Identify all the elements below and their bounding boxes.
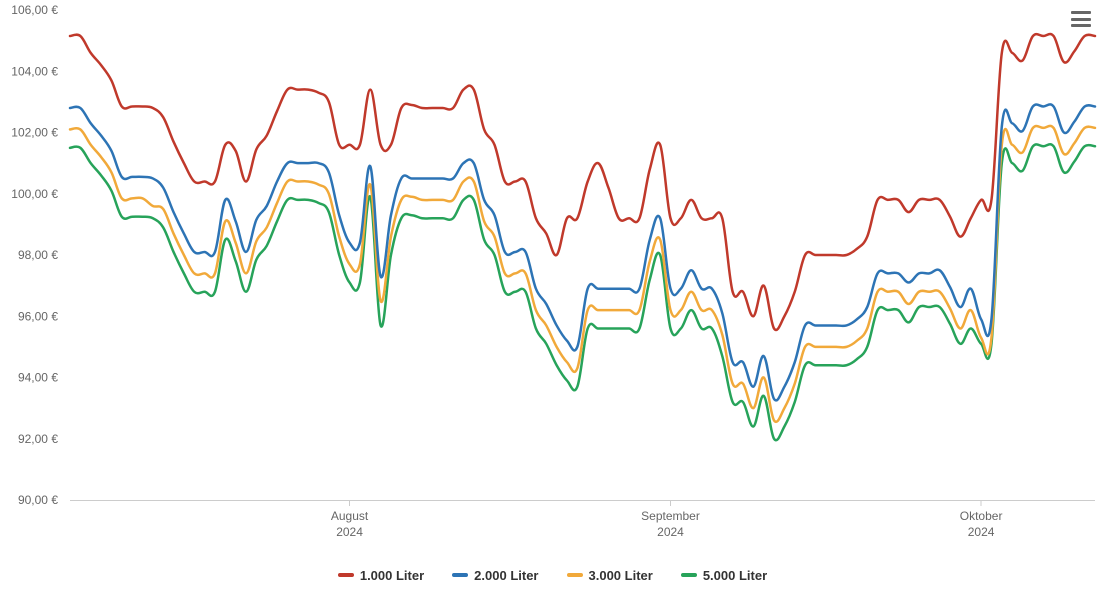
legend-swatch bbox=[681, 573, 697, 577]
x-tick-label: September bbox=[641, 509, 700, 523]
legend-item[interactable]: 2.000 Liter bbox=[452, 568, 538, 583]
y-tick-label: 102,00 € bbox=[11, 126, 58, 140]
y-tick-label: 94,00 € bbox=[18, 371, 58, 385]
hamburger-icon bbox=[1071, 11, 1091, 14]
x-tick-sublabel: 2024 bbox=[336, 525, 363, 539]
price-chart: 90,00 € 92,00 € 94,00 € 96,00 € 98,00 € 100,0… bbox=[0, 0, 1105, 603]
legend-item[interactable]: 5.000 Liter bbox=[681, 568, 767, 583]
legend-label: 2.000 Liter bbox=[474, 568, 538, 583]
chart-menu-button[interactable] bbox=[1069, 8, 1093, 30]
series-line[interactable] bbox=[70, 126, 1095, 422]
y-tick-label: 98,00 € bbox=[18, 248, 58, 262]
y-tick-label: 104,00 € bbox=[11, 64, 58, 78]
legend-swatch bbox=[567, 573, 583, 577]
x-tick-label: August bbox=[331, 509, 369, 523]
chart-canvas: 90,00 € 92,00 € 94,00 € 96,00 € 98,00 € 100,0… bbox=[0, 0, 1105, 603]
legend-item[interactable]: 3.000 Liter bbox=[567, 568, 653, 583]
series-line[interactable] bbox=[70, 34, 1095, 330]
x-tick-sublabel: 2024 bbox=[968, 525, 995, 539]
x-tick-sublabel: 2024 bbox=[657, 525, 684, 539]
legend-label: 3.000 Liter bbox=[589, 568, 653, 583]
y-tick-label: 100,00 € bbox=[11, 187, 58, 201]
legend-item[interactable]: 1.000 Liter bbox=[338, 568, 424, 583]
x-tick-label: Oktober bbox=[960, 509, 1003, 523]
legend-label: 1.000 Liter bbox=[360, 568, 424, 583]
y-tick-label: 96,00 € bbox=[18, 309, 58, 323]
y-tick-label: 90,00 € bbox=[18, 493, 58, 507]
y-tick-label: 92,00 € bbox=[18, 432, 58, 446]
legend-label: 5.000 Liter bbox=[703, 568, 767, 583]
legend: 1.000 Liter 2.000 Liter 3.000 Liter 5.000 L… bbox=[0, 565, 1105, 583]
legend-swatch bbox=[338, 573, 354, 577]
y-tick-label: 106,00 € bbox=[11, 3, 58, 17]
legend-swatch bbox=[452, 573, 468, 577]
